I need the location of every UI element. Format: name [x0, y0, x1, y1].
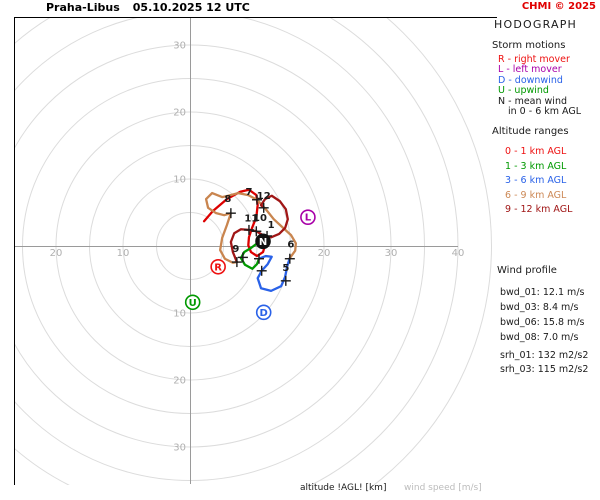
svg-text:10: 10: [173, 309, 186, 320]
bwd-value: bwd_03: 8.4 m/s: [500, 302, 579, 313]
storm-motions-list: R - right mover L - left mover D - downwin…: [498, 54, 582, 118]
altitude-range-legend-item: 0 - 1 km AGL: [505, 146, 567, 157]
svg-text:9: 9: [232, 244, 239, 255]
wind-profile-heading: Wind profile: [497, 265, 557, 276]
altitude-range-legend-item: 1 - 3 km AGL: [505, 160, 567, 172]
storm-motion-legend-item: R - right mover: [498, 54, 570, 65]
bwd-value: bwd_06: 15.8 m/s: [500, 317, 585, 328]
svg-text:30: 30: [385, 248, 398, 259]
plot-border: [14, 17, 497, 485]
rings-and-axes: [14, 17, 492, 485]
svg-text:6: 6: [287, 240, 294, 251]
storm-motion-markers: R L D U N: [184, 209, 316, 321]
svg-text:20: 20: [173, 108, 186, 119]
altitude-range-legend-item: 6 - 9 km AGL: [505, 189, 567, 201]
storm-motion-legend-item: U - upwind: [498, 85, 549, 97]
svg-text:30: 30: [173, 443, 186, 454]
svg-text:20: 20: [50, 248, 63, 259]
svg-text:40: 40: [452, 248, 465, 259]
srh-value: srh_01: 132 m2/s2: [500, 350, 589, 361]
ring-labels: 10 20 20 30 40 10 20 30 10 20 30: [50, 41, 465, 454]
svg-text:20: 20: [318, 248, 331, 259]
svg-text:R: R: [214, 262, 222, 273]
svg-text:10: 10: [173, 175, 186, 186]
page-title: Praha-Libus 05.10.2025 12 UTC: [46, 1, 250, 14]
altitude-ranges-list: 0 - 1 km AGL 1 - 3 km AGL 3 - 6 km AGL 6 - …: [505, 145, 572, 218]
altitude-range-legend-item: 9 - 12 km AGL: [505, 204, 573, 215]
storm-relative-helicity-list: srh_01: 132 m2/s2 srh_03: 115 m2/s2: [500, 349, 588, 377]
bwd-value: bwd_08: 7.0 m/s: [500, 332, 579, 343]
storm-motion-legend-item: in 0 - 6 km AGL: [508, 106, 582, 118]
altitude-range-legend-item: 3 - 6 km AGL: [505, 175, 567, 186]
curve-segment-4: [229, 194, 289, 264]
curve-segment-2: [256, 254, 291, 293]
svg-text:20: 20: [173, 376, 186, 387]
svg-text:8: 8: [224, 194, 231, 205]
altitude-axis-caption: altitude !AGL! [km]: [300, 483, 387, 493]
altitude-ranges-heading: Altitude ranges: [492, 126, 569, 137]
copyright-label: CHMI © 2025: [521, 1, 596, 12]
svg-text:11: 11: [244, 213, 258, 224]
panel-title: HODOGRAPH: [494, 18, 578, 31]
storm-motion-legend-item: L - left mover: [498, 64, 562, 76]
svg-text:5: 5: [282, 263, 289, 274]
svg-text:L: L: [305, 213, 312, 224]
svg-text:12: 12: [257, 191, 271, 202]
svg-text:10: 10: [253, 213, 267, 224]
svg-text:D: D: [260, 308, 268, 319]
storm-motions-heading: Storm motions: [492, 40, 566, 51]
wind-speed-axis-caption: wind speed [m/s]: [404, 483, 482, 493]
station-name: Praha-Libus: [46, 1, 120, 14]
svg-text:N: N: [259, 237, 267, 248]
storm-motion-legend-item: D - downwind: [498, 74, 563, 86]
svg-text:10: 10: [117, 248, 130, 259]
bwd-value: bwd_01: 12.1 m/s: [500, 287, 585, 298]
storm-motion-legend-item: N - mean wind: [498, 95, 567, 107]
svg-text:7: 7: [246, 187, 253, 198]
valid-datetime: 05.10.2025 12 UTC: [132, 1, 250, 14]
bulk-wind-difference-list: bwd_01: 12.1 m/s bwd_03: 8.4 m/s bwd_06: 1…: [500, 285, 584, 345]
svg-text:U: U: [189, 298, 197, 309]
svg-text:30: 30: [173, 41, 186, 52]
srh-value: srh_03: 115 m2/s2: [500, 363, 589, 375]
svg-text:1: 1: [268, 220, 275, 231]
